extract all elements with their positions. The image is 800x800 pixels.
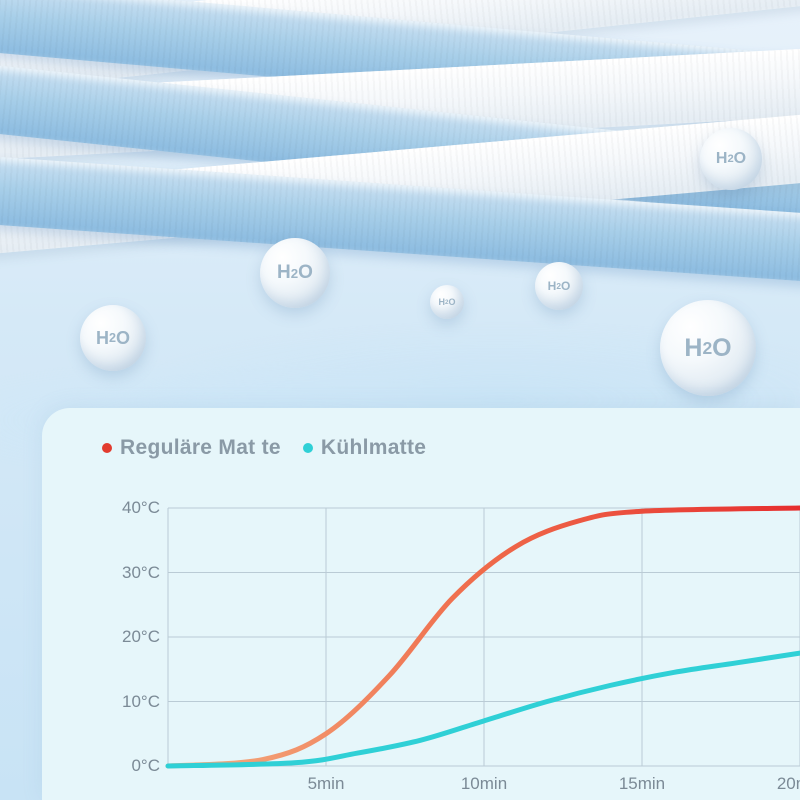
x-axis-label: 15min (619, 774, 665, 794)
chart-card: Reguläre Mat te Kühlmatte 0°C 10°C 20°C 30°C… (42, 408, 800, 800)
h2o-molecule: H2O (430, 285, 464, 319)
y-axis-label: 0°C (131, 756, 160, 776)
h2o-molecule: H2O (260, 238, 330, 308)
chart-legend: Reguläre Mat te Kühlmatte (42, 436, 800, 460)
legend-dot-icon (102, 443, 112, 453)
y-axis-label: 40°C (122, 498, 160, 518)
y-axis-label: 20°C (122, 627, 160, 647)
fiber-illustration: H2O H2O H2O H2O H2O H2O (0, 0, 800, 430)
legend-item-cooling: Kühlmatte (303, 436, 426, 460)
chart-area: 0°C10°C20°C30°C40°C 5min10min15min20min (72, 502, 800, 800)
legend-label: Reguläre Mat te (120, 436, 281, 460)
h2o-molecule: H2O (660, 300, 756, 396)
h2o-molecule: H2O (700, 128, 762, 190)
x-axis-label: 5min (308, 774, 345, 794)
legend-label: Kühlmatte (321, 436, 426, 460)
x-axis-label: 10min (461, 774, 507, 794)
x-axis-label: 20min (777, 774, 800, 794)
h2o-molecule: H2O (80, 305, 146, 371)
h2o-molecule: H2O (535, 262, 583, 310)
y-axis-label: 10°C (122, 692, 160, 712)
line-chart (72, 502, 800, 800)
legend-dot-icon (303, 443, 313, 453)
y-axis-label: 30°C (122, 563, 160, 583)
legend-item-regular: Reguläre Mat te (102, 436, 281, 460)
